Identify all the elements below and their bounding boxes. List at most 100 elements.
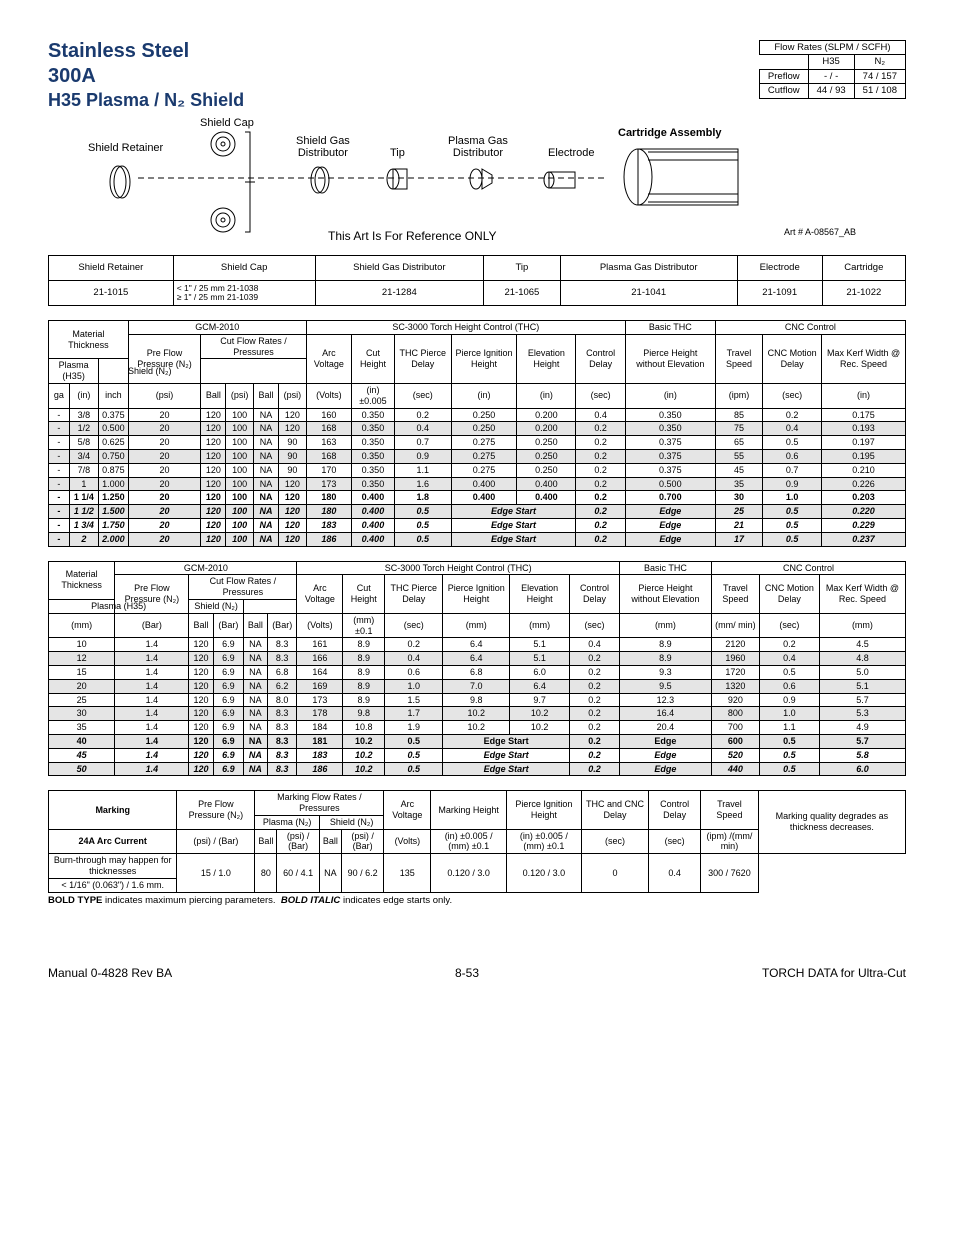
parts-hdr-4: Plasma Gas Distributor — [560, 256, 737, 281]
cell: 1720 — [711, 665, 759, 679]
cell: 0.4 — [759, 652, 819, 666]
cell: 5.0 — [819, 665, 905, 679]
title-line2: 300A — [48, 65, 244, 88]
cell: 1.4 — [115, 734, 189, 748]
cell: 1.0 — [385, 679, 443, 693]
mk-mfr: Marking Flow Rates / Pressures — [255, 791, 384, 816]
cell: 1.1 — [759, 721, 819, 735]
cell: 6.4 — [443, 638, 510, 652]
cell: 0.500 — [99, 422, 129, 436]
cell: 0.4 — [385, 652, 443, 666]
cell: 0.375 — [625, 436, 715, 450]
cell: 0.5 — [763, 505, 822, 519]
hdr-cnc-m: CNC Control — [711, 561, 905, 575]
cell: 8.3 — [267, 734, 297, 748]
cell: 1.250 — [99, 491, 129, 505]
cell: 2.000 — [99, 532, 129, 546]
cell: 100 — [226, 532, 254, 546]
cell: 8.3 — [267, 638, 297, 652]
cell: 5.7 — [819, 734, 905, 748]
cell: 1.4 — [115, 652, 189, 666]
cell: 0.375 — [625, 449, 715, 463]
hdr-phwe-m: Pierce Height without Elevation — [619, 575, 711, 613]
mk-unit-2: (psi) / (Bar) — [277, 829, 319, 854]
cell: 173 — [297, 693, 343, 707]
cell: 0.2 — [576, 463, 625, 477]
cell: 1.4 — [115, 693, 189, 707]
cell: NA — [243, 748, 267, 762]
cell: 100 — [226, 477, 254, 491]
cut-table-metric: Material Thickness GCM-2010 SC-3000 Torc… — [48, 561, 906, 777]
cell: Edge Start — [443, 762, 570, 776]
cell: 20 — [128, 408, 201, 422]
cell: 20 — [128, 477, 201, 491]
cell: 1960 — [711, 652, 759, 666]
parts-val-5: 21-1091 — [737, 281, 822, 306]
mk-val-10: 300 / 7620 — [701, 854, 759, 892]
hdr-basic: Basic THC — [625, 321, 715, 335]
cell: Edge — [625, 518, 715, 532]
mk-quality: Marking quality degrades as thickness de… — [758, 791, 905, 854]
electrode-icon — [543, 171, 579, 189]
cell: 30 — [49, 707, 115, 721]
cell: 178 — [297, 707, 343, 721]
units-imp-6: Ball — [254, 383, 279, 408]
hdr-ctrld: Control Delay — [576, 334, 625, 383]
cell: 6.9 — [213, 721, 243, 735]
cell: 1/2 — [69, 422, 98, 436]
units-imp-10: (sec) — [394, 383, 451, 408]
cell: 10.2 — [343, 762, 385, 776]
cell: Edge — [619, 734, 711, 748]
cell: 0.2 — [576, 532, 625, 546]
units-met-7: (mm) ±0.1 — [343, 613, 385, 638]
cell: 1 1/2 — [69, 505, 98, 519]
cell: 120 — [189, 734, 214, 748]
cell: 120 — [278, 505, 306, 519]
table-row: 501.41206.9NA8.318610.20.5Edge Start0.2E… — [49, 762, 906, 776]
cell: 0.2 — [569, 707, 619, 721]
cell: 5.1 — [819, 679, 905, 693]
parts-val-3: 21-1065 — [484, 281, 561, 306]
cell: - — [49, 477, 70, 491]
cell: 0.2 — [569, 652, 619, 666]
cell: Edge Start — [451, 505, 576, 519]
hdr-sc3000-m: SC-3000 Torch Height Control (THC) — [297, 561, 619, 575]
cell: 0.5 — [394, 532, 451, 546]
parts-hdr-0: Shield Retainer — [49, 256, 174, 281]
table-row: -1 1/21.50020120100NA1201800.4000.5Edge … — [49, 505, 906, 519]
cell: 85 — [715, 408, 762, 422]
cell: 0.250 — [517, 449, 576, 463]
cell: NA — [243, 693, 267, 707]
cell: 0.500 — [625, 477, 715, 491]
cell: 120 — [201, 505, 226, 519]
mk-preflow: Pre Flow Pressure (N₂) — [177, 791, 255, 829]
units-imp-9: (in) ±0.005 — [352, 383, 395, 408]
table-row: -22.00020120100NA1201860.4000.5Edge Star… — [49, 532, 906, 546]
cell: 8.0 — [267, 693, 297, 707]
units-imp-12: (in) — [517, 383, 576, 408]
table-row: 401.41206.9NA8.318110.20.5Edge Start0.2E… — [49, 734, 906, 748]
flow-col2: N₂ — [854, 55, 905, 69]
mk-val-8: 0 — [581, 854, 649, 892]
cell: 0.200 — [517, 422, 576, 436]
cell: 0.9 — [763, 477, 822, 491]
units-met-1: (Bar) — [115, 613, 189, 638]
cell: 45 — [49, 748, 115, 762]
footer-center: 8-53 — [455, 966, 479, 980]
cell: 45 — [715, 463, 762, 477]
ref-only-text: This Art Is For Reference ONLY — [328, 229, 497, 243]
cell: 0.750 — [99, 449, 129, 463]
cell: 0.2 — [569, 679, 619, 693]
hdr-cutflow: Cut Flow Rates / Pressures — [201, 334, 306, 359]
hdr-cutheight: Cut Height — [352, 334, 395, 383]
cell: 35 — [49, 721, 115, 735]
units-met-11: (sec) — [569, 613, 619, 638]
units-imp-11: (in) — [451, 383, 517, 408]
cell: 120 — [278, 518, 306, 532]
hdr-cutflow-m: Cut Flow Rates / Pressures — [189, 575, 297, 600]
mk-val-3: NA — [319, 854, 341, 892]
cell: 183 — [297, 748, 343, 762]
units-met-4: Ball — [243, 613, 267, 638]
cell: 8.9 — [619, 652, 711, 666]
cell: 0.400 — [517, 477, 576, 491]
